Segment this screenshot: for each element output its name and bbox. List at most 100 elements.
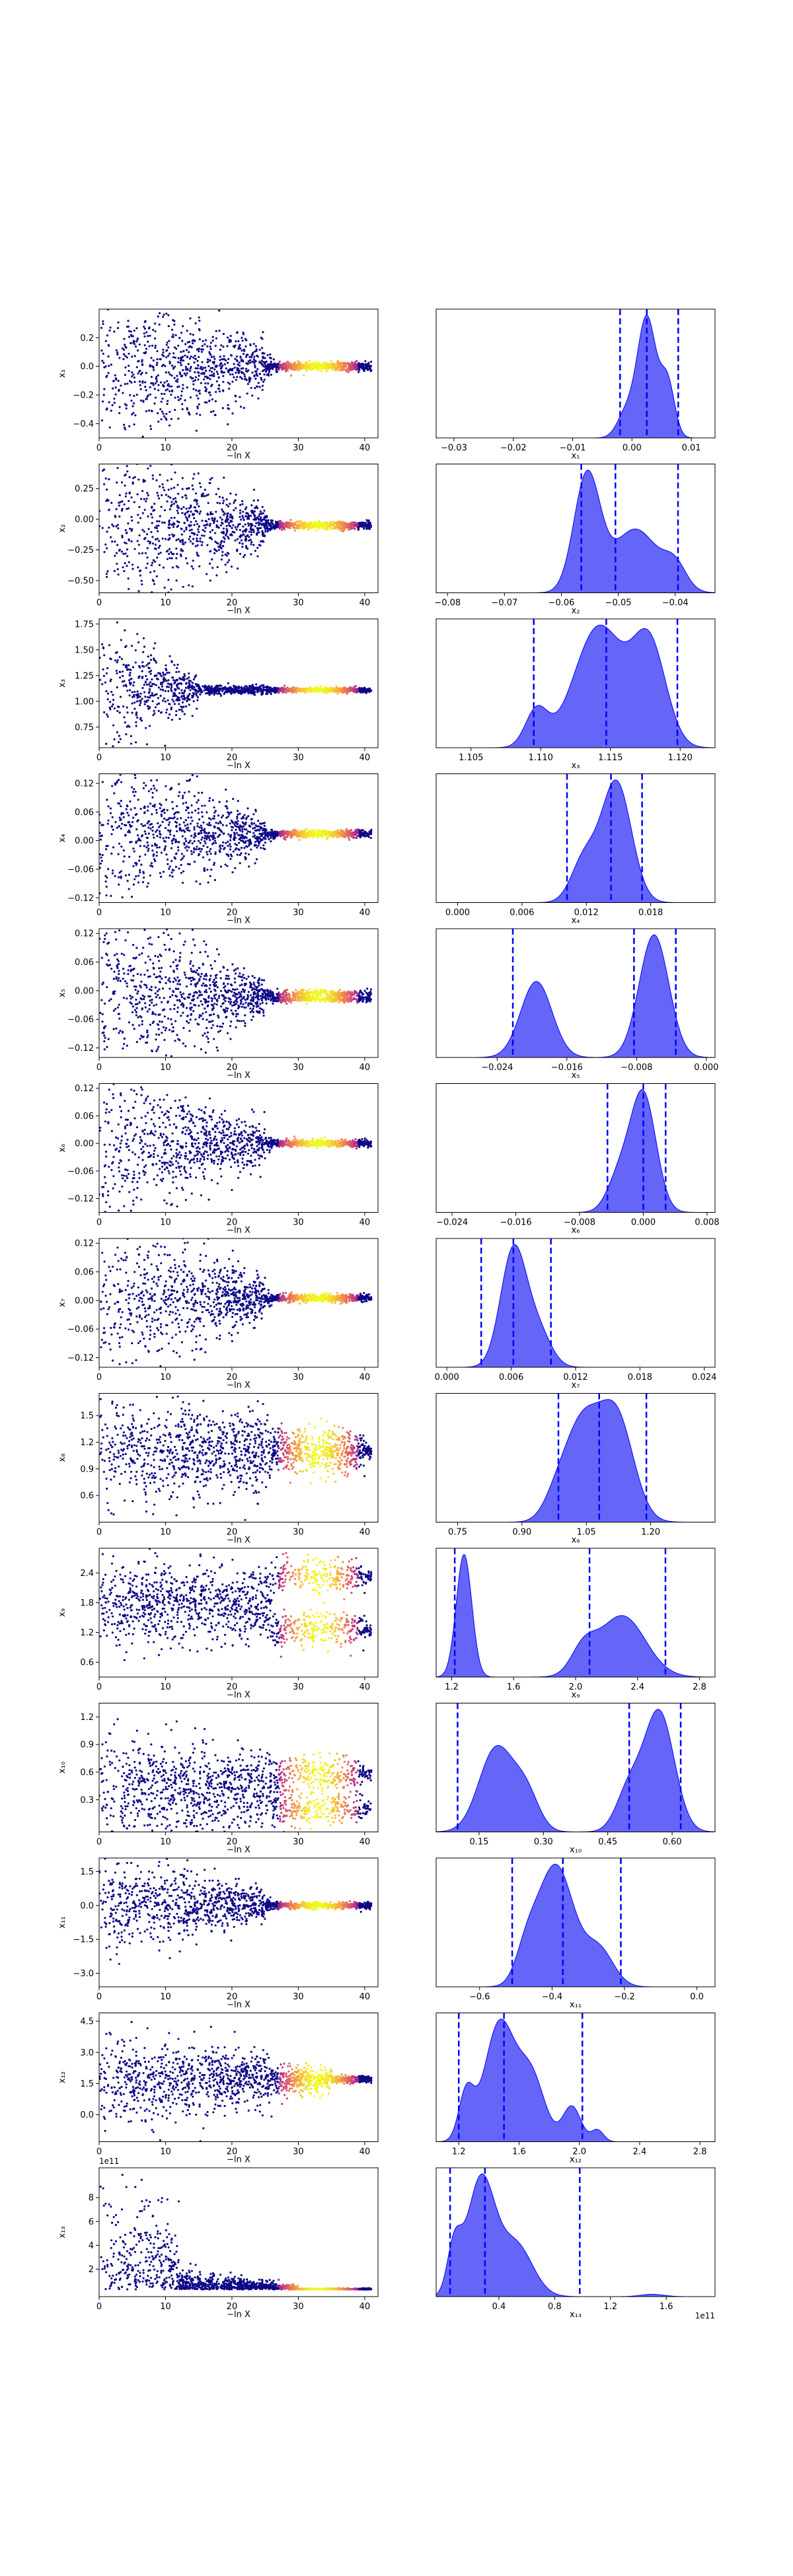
trace-point	[170, 859, 173, 863]
trace-point	[118, 504, 121, 507]
trace-point	[365, 527, 368, 530]
trace-point	[118, 357, 121, 359]
trace-point	[269, 528, 272, 532]
trace-point	[151, 685, 153, 688]
trace-point	[252, 351, 254, 354]
trace-point	[198, 818, 201, 821]
trace-point	[102, 468, 106, 471]
trace-point	[259, 518, 262, 520]
trace-point	[336, 366, 339, 369]
trace-point	[141, 512, 144, 515]
trace-point	[152, 359, 155, 362]
trace-point	[227, 404, 229, 406]
trace-point	[208, 351, 211, 353]
trace-point	[170, 487, 173, 490]
trace-point	[189, 396, 192, 399]
trace-point	[143, 509, 146, 511]
trace-point	[270, 373, 273, 376]
trace-point	[250, 553, 252, 555]
trace-point	[356, 522, 358, 524]
trace-point	[207, 832, 210, 835]
trace-point	[172, 498, 175, 501]
trace-point	[110, 852, 113, 855]
trace-point	[241, 688, 244, 690]
trace-point	[136, 716, 139, 719]
trace-point	[130, 291, 132, 293]
trace-point	[227, 407, 229, 410]
trace-point	[204, 369, 208, 372]
trace-point	[211, 367, 214, 369]
trace-point	[128, 491, 132, 494]
trace-point	[320, 367, 322, 369]
trace-point	[174, 840, 177, 843]
trace-point	[344, 362, 347, 365]
trace-point	[326, 367, 329, 371]
trace-point	[180, 507, 183, 511]
trace-point	[125, 346, 128, 349]
trace-point	[198, 375, 200, 377]
trace-point	[240, 839, 243, 842]
trace-point	[170, 706, 173, 709]
trace-point	[128, 330, 131, 332]
trace-point	[155, 830, 157, 833]
trace-point	[114, 393, 117, 396]
trace-point	[256, 507, 259, 509]
trace-point	[150, 530, 153, 534]
trace-point	[265, 686, 268, 689]
trace-point	[204, 834, 207, 838]
trace-point	[164, 827, 167, 830]
trace-point	[221, 502, 225, 505]
trace-point	[193, 795, 196, 797]
trace-point	[215, 524, 218, 526]
trace-point	[131, 528, 133, 530]
trace-point	[262, 365, 265, 368]
trace-point	[211, 339, 214, 342]
trace-point	[242, 525, 245, 528]
trace-point	[249, 538, 252, 541]
trace-point	[159, 544, 161, 547]
trace-point	[209, 341, 212, 344]
trace-point	[210, 688, 213, 690]
trace-point	[170, 686, 173, 689]
trace-point	[122, 566, 124, 569]
trace-point	[151, 474, 154, 477]
trace-point	[188, 538, 190, 540]
trace-point	[234, 526, 237, 528]
trace-point	[246, 832, 248, 835]
trace-point	[113, 707, 116, 710]
trace-point	[135, 394, 138, 396]
trace-point	[161, 392, 163, 395]
trace-point	[309, 526, 313, 529]
trace-point	[131, 519, 133, 522]
trace-point	[231, 373, 234, 376]
trace-point	[254, 377, 257, 380]
trace-point	[257, 825, 260, 828]
trace-point	[132, 477, 135, 480]
trace-point	[260, 512, 262, 515]
trace-point	[196, 522, 199, 526]
trace-point	[147, 409, 151, 412]
trace-point	[170, 557, 173, 559]
trace-point	[198, 347, 200, 350]
trace-point	[178, 670, 180, 673]
trace-point	[182, 359, 185, 362]
trace-point	[238, 361, 241, 364]
trace-point	[114, 386, 117, 389]
trace-point	[192, 538, 195, 540]
trace-point	[227, 387, 231, 390]
trace-point	[259, 544, 262, 547]
trace-point	[260, 347, 264, 349]
trace-point	[154, 538, 157, 541]
trace-point	[141, 661, 144, 664]
trace-point	[350, 363, 352, 365]
trace-point	[153, 683, 155, 686]
trace-point	[348, 838, 351, 841]
trace-point	[103, 388, 106, 390]
trace-point	[184, 541, 187, 544]
trace-point	[129, 283, 131, 285]
trace-point	[116, 353, 119, 356]
trace-point	[147, 335, 149, 338]
trace-row-2-xtick-label: 20	[227, 598, 238, 608]
trace-point	[270, 527, 273, 530]
trace-point	[261, 832, 264, 835]
